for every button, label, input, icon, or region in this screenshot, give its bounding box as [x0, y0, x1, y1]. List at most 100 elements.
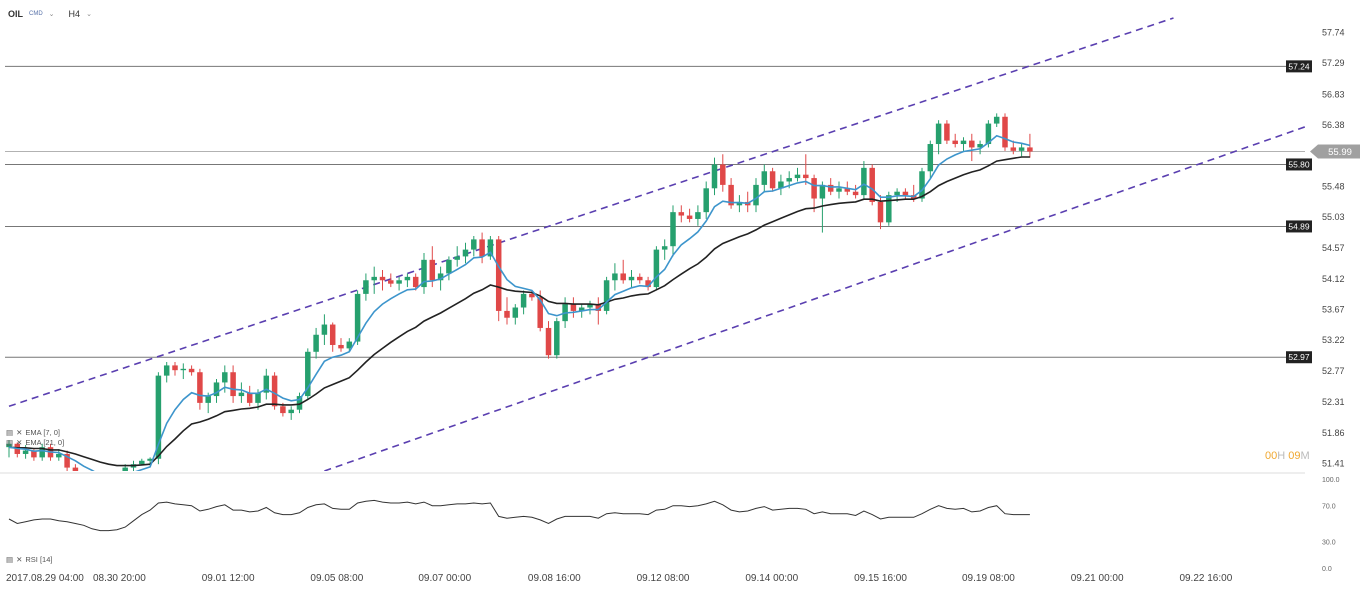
close-icon[interactable]: ✕	[16, 555, 23, 564]
candle	[504, 297, 510, 325]
candle	[977, 140, 983, 155]
candle-body	[570, 304, 577, 311]
level-label-box	[1286, 60, 1312, 73]
candle-body	[147, 458, 153, 461]
symbol-label[interactable]: OIL	[8, 9, 23, 19]
candle-body	[761, 171, 768, 185]
ema-slow-legend[interactable]: ▤ ✕ EMA [21, 0]	[6, 438, 64, 447]
price-tick-label: 54.57	[1322, 243, 1345, 253]
candle	[338, 338, 344, 352]
candle-body	[520, 293, 527, 308]
candle	[695, 205, 701, 226]
candle	[794, 167, 801, 182]
chevron-down-icon[interactable]: ⌄	[48, 11, 55, 18]
candle	[371, 266, 377, 294]
candle-body	[255, 392, 261, 403]
candle	[487, 235, 494, 260]
candle-body	[628, 276, 635, 281]
candle	[703, 181, 709, 219]
candle-body	[1018, 147, 1025, 151]
rsi-line	[8, 499, 1030, 532]
candle	[471, 235, 477, 257]
time-tick-label: 09.21 00:00	[1071, 573, 1124, 584]
candle-body	[495, 239, 502, 311]
candle	[329, 322, 336, 352]
candle-body	[886, 195, 892, 223]
candle-body	[852, 191, 859, 196]
price-tick-label: 53.67	[1322, 305, 1345, 315]
candle-body	[329, 324, 336, 345]
candle	[446, 256, 452, 281]
candle	[927, 140, 934, 179]
settings-icon[interactable]: ▤	[6, 428, 14, 437]
candle	[238, 382, 245, 403]
candle	[861, 161, 867, 199]
close-icon[interactable]: ✕	[16, 438, 23, 447]
candle	[836, 181, 842, 199]
candle-body	[778, 181, 784, 189]
settings-icon[interactable]: ▤	[6, 438, 14, 447]
rsi-legend[interactable]: ▤ ✕ RSI [14]	[6, 555, 53, 564]
candle-body	[313, 334, 319, 352]
candle-body	[786, 178, 792, 182]
candle-body	[213, 382, 220, 397]
candle-body	[379, 276, 386, 281]
price-tick-label: 52.77	[1322, 366, 1345, 376]
candle	[570, 297, 577, 318]
candle-body	[288, 409, 294, 414]
candle-body	[479, 239, 485, 257]
candle-body	[1002, 116, 1008, 148]
timeframe-label[interactable]: H4	[68, 9, 81, 19]
candle-body	[56, 453, 62, 458]
candle-body	[703, 188, 709, 213]
level-label-box	[1286, 158, 1312, 171]
candle	[246, 385, 253, 407]
rsi-label: RSI [14]	[25, 555, 53, 564]
time-tick-label: 2017.08.29 04:00	[6, 573, 84, 584]
candle	[637, 273, 643, 284]
candle	[852, 184, 859, 199]
candle	[778, 174, 784, 196]
candle-body	[554, 321, 560, 356]
candle	[172, 362, 178, 376]
candle	[188, 365, 195, 376]
candle	[180, 363, 187, 380]
candle-body	[670, 212, 676, 247]
candle	[944, 120, 950, 145]
candle-body	[205, 396, 211, 403]
candle-body	[695, 212, 701, 219]
candle	[388, 273, 394, 288]
candle-body	[545, 327, 552, 356]
chevron-down-icon[interactable]: ⌄	[86, 11, 92, 18]
candle-body	[803, 174, 809, 179]
candle	[122, 464, 128, 471]
time-tick-label: 09.14 00:00	[745, 573, 798, 584]
candle-body	[736, 201, 743, 206]
candle-body	[720, 164, 726, 185]
candle	[495, 235, 502, 322]
candle-body	[836, 188, 842, 192]
candle-body	[794, 174, 801, 179]
price-tick-label: 57.29	[1322, 58, 1345, 68]
candle	[1010, 140, 1017, 155]
candle-body	[595, 304, 602, 311]
candle-body	[155, 375, 162, 459]
candle-body	[952, 140, 958, 145]
candle	[993, 113, 1000, 127]
time-tick-label: 09.01 12:00	[202, 573, 255, 584]
settings-icon[interactable]: ▤	[6, 555, 14, 564]
price-tick-label: 55.48	[1322, 181, 1345, 191]
ema-fast-line	[8, 134, 1031, 471]
close-icon[interactable]: ✕	[16, 428, 23, 437]
toolbar: OIL CMD ⌄ H4 ⌄	[8, 9, 92, 19]
candle-body	[827, 184, 834, 192]
candle	[670, 205, 676, 257]
candle-body	[753, 184, 759, 206]
candle-body	[222, 372, 228, 383]
time-tick-label: 08.30 20:00	[93, 573, 146, 584]
candle	[769, 167, 776, 192]
ema-fast-legend[interactable]: ▤ ✕ EMA [7, 0]	[6, 428, 60, 437]
candle-body	[396, 280, 402, 284]
